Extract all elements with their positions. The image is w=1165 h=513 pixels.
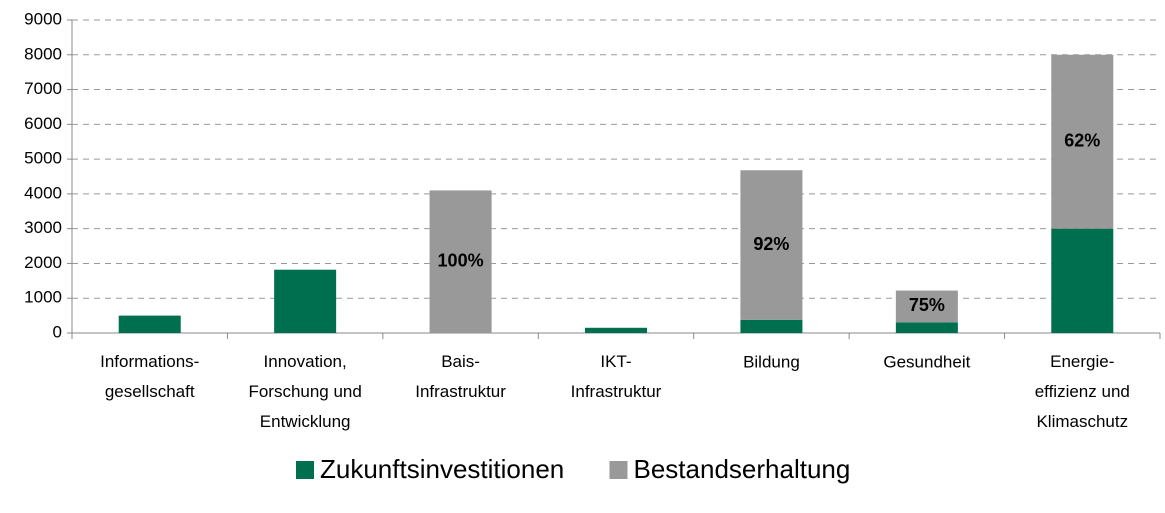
y-tick-label: 1000	[24, 288, 62, 307]
bar-segment	[1051, 54, 1114, 229]
y-tick-label: 2000	[24, 253, 62, 272]
share-label: 100%	[438, 250, 484, 270]
share-label: 75%	[909, 295, 945, 315]
y-tick-label: 3000	[24, 218, 62, 237]
bar-segment	[118, 315, 181, 333]
legend-swatch	[296, 461, 314, 479]
y-tick-label: 7000	[24, 79, 62, 98]
x-tick-label: Energie-effizienz und Klimaschutz	[1035, 352, 1130, 431]
bar-segment	[740, 170, 803, 320]
bar-segment	[895, 322, 958, 333]
x-tick-label: Bais-Infrastruktur	[415, 352, 506, 401]
bar-segment	[1051, 228, 1114, 333]
share-label: 62%	[1064, 130, 1100, 150]
legend-label: Zukunftsinvestitionen	[320, 454, 564, 484]
bar-segment	[585, 327, 647, 333]
bar-segment	[274, 269, 337, 333]
legend-swatch	[609, 461, 628, 479]
y-tick-label: 6000	[24, 114, 62, 133]
y-tick-label: 8000	[24, 44, 62, 63]
bar-segment	[895, 290, 958, 323]
y-tick-label: 0	[53, 322, 62, 341]
x-tick-label: IKT-Infrastruktur	[571, 352, 662, 401]
legend-label: Bestandserhaltung	[634, 454, 851, 484]
y-tick-label: 9000	[24, 9, 62, 28]
share-label: 92%	[753, 234, 789, 254]
y-tick-label: 4000	[24, 183, 62, 202]
y-tick-label: 5000	[24, 149, 62, 168]
x-tick-label: Bildung	[743, 352, 800, 371]
bar-segment	[740, 319, 803, 333]
x-tick-label: Gesundheit	[883, 352, 970, 371]
bar-segment	[429, 190, 492, 333]
x-tick-label: Informations-gesellschaft	[100, 352, 199, 401]
x-tick-label: Innovation, Forschung und Entwicklung	[248, 352, 361, 431]
